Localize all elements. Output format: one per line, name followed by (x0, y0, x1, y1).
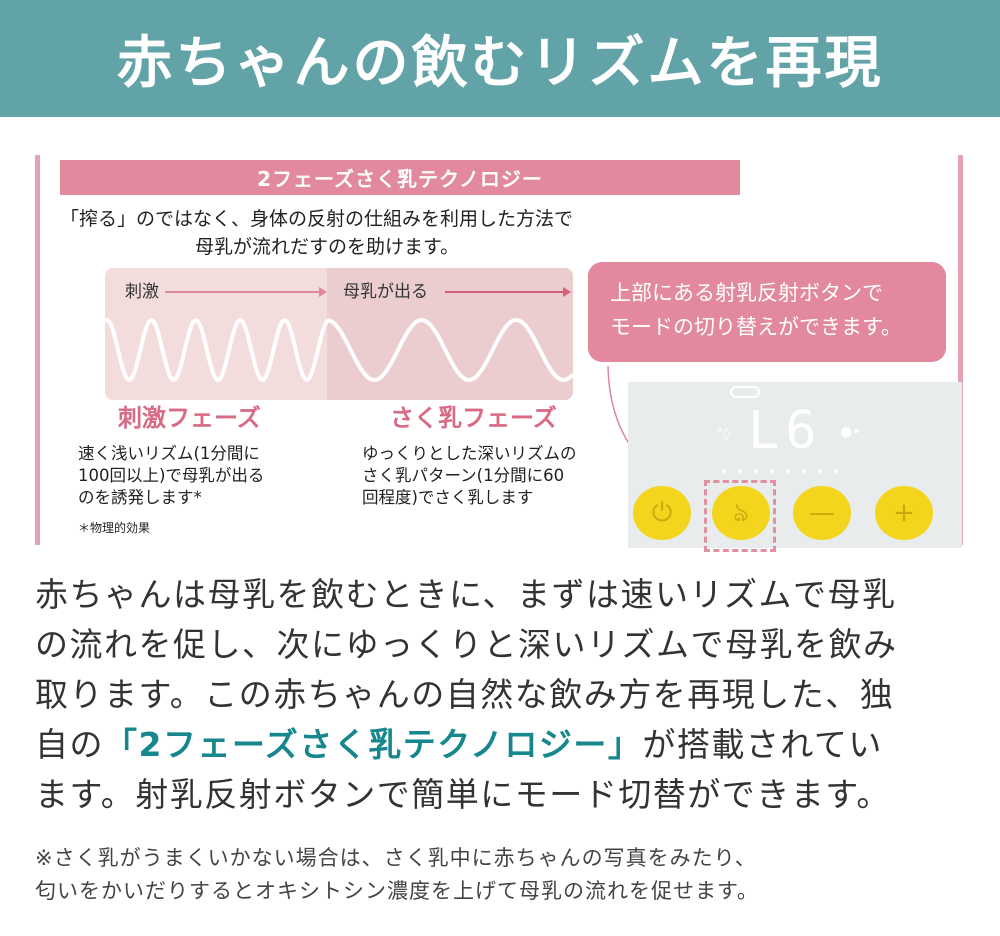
desc-line: 回程度)でさく乳します (362, 488, 534, 507)
stimulus-phase-title: 刺激フェーズ (118, 404, 261, 432)
callout-line: 上部にある射乳反射ボタンで (610, 281, 883, 305)
power-button[interactable]: ⏻ (633, 486, 691, 540)
desc-line: 100回以上)で母乳が出る (78, 466, 265, 485)
text: が搭載されてい (642, 725, 883, 764)
desc-line: 速く浅いリズム(1分間に (78, 444, 260, 463)
battery-icon (730, 386, 760, 398)
desc-line: さく乳パターン(1分間に60 (362, 466, 565, 485)
droplet-large-icon: ●• (840, 424, 861, 440)
intro-line-2: 母乳が流れだすのを助けます。 (195, 236, 460, 258)
frame-left-border (35, 155, 40, 545)
intro-line-1: 「搾る」のではなく、身体の反射の仕組みを利用した方法で (60, 208, 574, 230)
stimulus-label: 刺激 (125, 282, 159, 302)
callout-line: モードの切り替えができます。 (610, 315, 902, 339)
rhythm-wave-diagram: 刺激 母乳が出る (105, 268, 573, 400)
level-display: L6 (748, 401, 823, 461)
body-line-1: 赤ちゃんは母乳を飲むときに、まずは速いリズムで母乳 (35, 575, 897, 614)
droplet-small-icon: °◊ (716, 426, 730, 442)
minus-button[interactable]: — (793, 486, 851, 540)
plus-button[interactable]: + (875, 486, 933, 540)
level-dots: •••••••• (720, 465, 849, 479)
highlight-box (704, 480, 776, 552)
body-line-4: 自の「2フェーズさく乳テクノロジー」が搭載されてい (35, 725, 883, 765)
note-line-2: 匂いをかいだりするとオキシトシン濃度を上げて母乳の流れを促せます。 (35, 879, 759, 903)
body-line-5: ます。射乳反射ボタンで簡単にモード切替ができます。 (35, 775, 891, 814)
desc-line: ゆっくりとした深いリズムの (362, 444, 577, 463)
minus-icon: — (809, 498, 835, 528)
device-control-panel: L6 °◊ ●• •••••••• ⏻ ঌ — + (628, 382, 962, 552)
expression-phase-desc: ゆっくりとした深いリズムの さく乳パターン(1分間に60 回程度)でさく乳します (362, 443, 577, 509)
stimulus-arrowhead (319, 287, 327, 297)
letdown-icon: ঌ (733, 498, 749, 528)
milk-flow-label: 母乳が出る (343, 282, 428, 302)
note-line-1: ※さく乳がうまくいかない場合は、さく乳中に赤ちゃんの写真をみたり、 (35, 846, 757, 870)
desc-line: のを誘発します* (78, 488, 202, 507)
stimulus-phase-desc: 速く浅いリズム(1分間に 100回以上)で母乳が出る のを誘発します* (78, 443, 264, 509)
frame-right-border (958, 155, 963, 545)
footnote: ＊物理的効果 (78, 521, 151, 535)
power-icon: ⏻ (651, 498, 673, 528)
callout-bubble: 上部にある射乳反射ボタンで モードの切り替えができます。 (588, 262, 946, 362)
technology-highlight: 「2フェーズさく乳テクノロジー」 (104, 725, 643, 764)
body-line-3: 取ります。この赤ちゃんの自然な飲み方を再現した、独 (35, 675, 895, 714)
plus-icon: + (893, 498, 915, 528)
body-line-2: の流れを促し、次にゆっくりと深いリズムで母乳を飲み (35, 625, 898, 664)
page-title: 赤ちゃんの飲むリズムを再現 (116, 31, 884, 96)
panel-title: 2フェーズさく乳テクノロジー (60, 160, 740, 195)
wave-graphic (105, 287, 573, 383)
header-banner: 赤ちゃんの飲むリズムを再現 (0, 0, 1000, 117)
milk-flow-arrowhead (563, 287, 571, 297)
text: 自の (35, 725, 104, 764)
expression-phase-title: さく乳フェーズ (390, 404, 557, 432)
letdown-mode-button[interactable]: ঌ (712, 486, 770, 540)
wave-line (105, 317, 573, 383)
